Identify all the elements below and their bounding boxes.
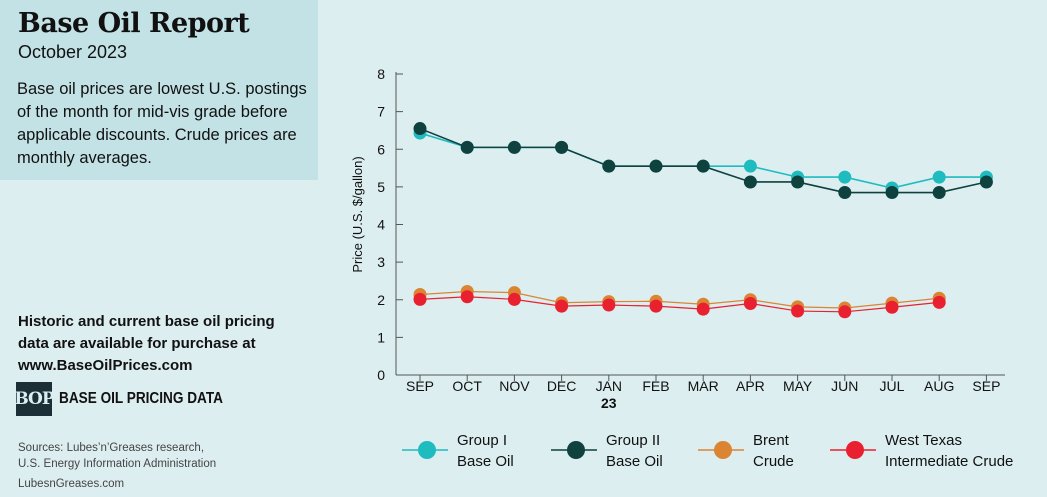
legend-marker bbox=[846, 441, 864, 459]
data-point bbox=[507, 140, 521, 154]
x-tick-label: SEP bbox=[972, 378, 1000, 394]
x-tick-label: OCT bbox=[452, 378, 482, 394]
data-point bbox=[696, 302, 710, 316]
data-point bbox=[932, 170, 946, 184]
y-tick-label: 7 bbox=[377, 104, 385, 120]
series-line bbox=[419, 290, 940, 309]
description-text: Base oil prices are lowest U.S. postings… bbox=[17, 80, 307, 167]
site-credit: LubesnGreases.com bbox=[18, 478, 125, 490]
data-point bbox=[602, 159, 616, 173]
x-tick-label: MAR bbox=[688, 378, 719, 394]
page-title: Base Oil Report bbox=[18, 8, 250, 39]
data-point bbox=[838, 186, 852, 200]
sources-line-1: Sources: Lubes’n’Greases research, bbox=[18, 442, 205, 454]
legend-marker bbox=[714, 441, 732, 459]
y-tick-label: 3 bbox=[377, 254, 385, 270]
data-point bbox=[743, 297, 757, 311]
data-point bbox=[743, 159, 757, 173]
legend-label: Group II bbox=[606, 432, 660, 449]
x-tick-label: AUG bbox=[924, 378, 954, 394]
bop-logo-text: BASE OIL PRICING DATA bbox=[59, 390, 223, 407]
bop-logo: BOP BASE OIL PRICING DATA bbox=[14, 382, 252, 416]
page-subtitle: October 2023 bbox=[18, 42, 128, 62]
data-point bbox=[979, 175, 993, 189]
data-point bbox=[838, 170, 852, 184]
data-point bbox=[932, 186, 946, 200]
series-line bbox=[419, 296, 940, 313]
legend-label: Base Oil bbox=[606, 453, 663, 470]
data-point bbox=[555, 140, 569, 154]
legend-label: Intermediate Crude bbox=[885, 453, 1013, 470]
data-point bbox=[932, 295, 946, 309]
data-point bbox=[460, 140, 474, 154]
data-point bbox=[413, 292, 427, 306]
promo-link[interactable]: www.BaseOilPrices.com bbox=[18, 357, 193, 374]
data-point bbox=[885, 300, 899, 314]
data-point bbox=[885, 186, 899, 200]
y-tick-label: 6 bbox=[377, 141, 385, 157]
legend-label: Base Oil bbox=[457, 453, 514, 470]
bop-logo-mark: BOP bbox=[14, 382, 55, 416]
intro-panel bbox=[0, 0, 318, 180]
data-point bbox=[838, 305, 852, 319]
legend-marker bbox=[418, 441, 436, 459]
legend-label: Brent bbox=[753, 432, 790, 449]
data-point bbox=[696, 159, 710, 173]
y-tick-label: 1 bbox=[377, 329, 385, 345]
y-tick-label: 2 bbox=[377, 292, 385, 308]
legend-label: West Texas bbox=[885, 432, 962, 449]
legend-marker bbox=[567, 441, 585, 459]
data-point bbox=[649, 159, 663, 173]
x-tick-label: APR bbox=[736, 378, 765, 394]
x-tick-label: FEB bbox=[642, 378, 669, 394]
x-year-label: 23 bbox=[601, 395, 617, 411]
sources-line-2: U.S. Energy Information Administration bbox=[18, 458, 217, 470]
sources-note: Sources: Lubes’n’Greases research, U.S. … bbox=[18, 440, 318, 472]
data-point bbox=[460, 290, 474, 304]
x-tick-label: JUL bbox=[880, 378, 905, 394]
data-point bbox=[649, 299, 663, 313]
promo-text: Historic and current base oil pricing da… bbox=[18, 313, 275, 352]
y-axis-label: Price (U.S. $/gallon) bbox=[350, 156, 365, 272]
y-tick-label: 8 bbox=[377, 66, 385, 82]
x-tick-label: JAN bbox=[596, 378, 622, 394]
x-tick-label: JUN bbox=[831, 378, 858, 394]
data-point bbox=[743, 175, 757, 189]
y-tick-label: 0 bbox=[377, 367, 385, 383]
x-tick-label: SEP bbox=[406, 378, 434, 394]
legend-label: Group I bbox=[457, 432, 507, 449]
promo-block: Historic and current base oil pricing da… bbox=[18, 311, 308, 377]
x-tick-label: NOV bbox=[499, 378, 530, 394]
data-point bbox=[413, 122, 427, 136]
x-tick-label: MAY bbox=[783, 378, 813, 394]
data-point bbox=[791, 304, 805, 318]
y-tick-label: 4 bbox=[377, 217, 385, 233]
x-tick-label: DEC bbox=[547, 378, 577, 394]
data-point bbox=[602, 298, 616, 312]
data-point bbox=[507, 292, 521, 306]
legend-label: Crude bbox=[753, 453, 794, 470]
data-point bbox=[791, 175, 805, 189]
data-point bbox=[555, 299, 569, 313]
y-tick-label: 5 bbox=[377, 179, 385, 195]
